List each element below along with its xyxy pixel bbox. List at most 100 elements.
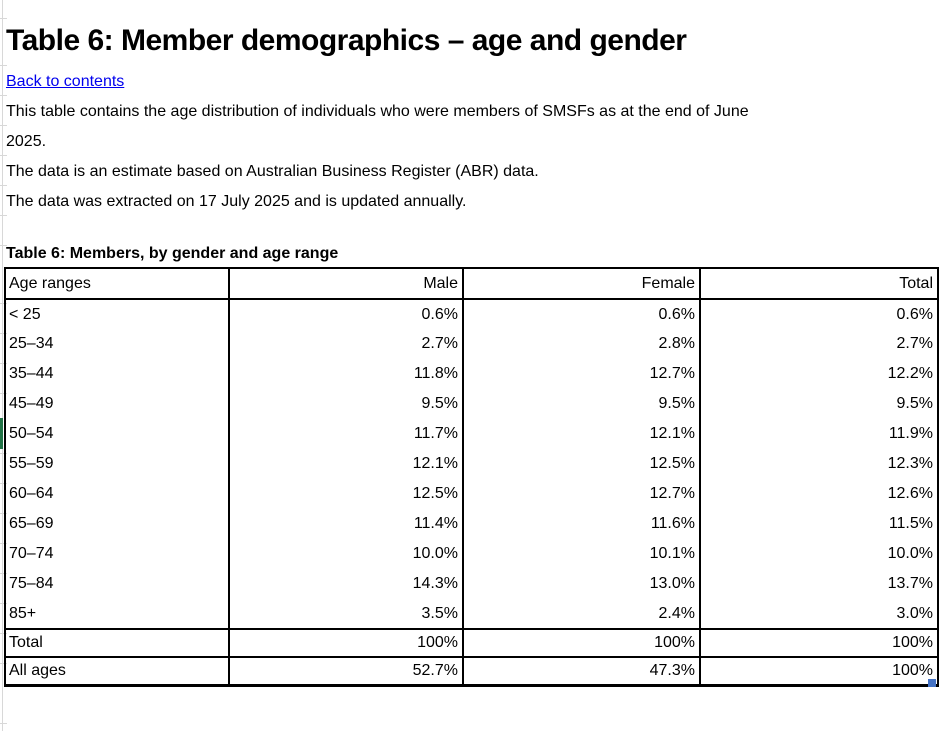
table-row: Total 100% 100% 100% bbox=[4, 628, 939, 657]
cell-value[interactable]: 12.7% bbox=[462, 359, 701, 389]
left-column-gridline bbox=[2, 0, 3, 731]
table-row: 60–64 12.5% 12.7% 12.6% bbox=[4, 479, 939, 509]
gridline-tick bbox=[0, 543, 7, 544]
page-title: Table 6: Member demographics – age and g… bbox=[6, 24, 687, 57]
header-cell-total[interactable]: Total bbox=[699, 267, 939, 300]
cell-value[interactable]: 11.9% bbox=[699, 419, 939, 449]
gridline-tick bbox=[0, 453, 7, 454]
table-row: 55–59 12.1% 12.5% 12.3% bbox=[4, 449, 939, 479]
table-header-row: Age ranges Male Female Total bbox=[4, 267, 939, 300]
cell-value[interactable]: 11.8% bbox=[228, 359, 464, 389]
cell-value[interactable]: 9.5% bbox=[699, 389, 939, 419]
cell-value[interactable]: 11.4% bbox=[228, 509, 464, 539]
cell-value[interactable]: 12.5% bbox=[462, 449, 701, 479]
gridline-tick bbox=[0, 483, 7, 484]
cell-age-range[interactable]: 85+ bbox=[4, 599, 230, 629]
intro-line: This table contains the age distribution… bbox=[6, 103, 749, 120]
table-body: < 25 0.6% 0.6% 0.6% 25–34 2.7% 2.8% 2.7% 35–44 11… bbox=[4, 299, 939, 687]
cell-value[interactable]: 11.6% bbox=[462, 509, 701, 539]
cell-value[interactable]: 13.0% bbox=[462, 569, 701, 599]
cell-value[interactable]: 11.7% bbox=[228, 419, 464, 449]
cell-age-range[interactable]: 50–54 bbox=[4, 419, 230, 449]
cell-value[interactable]: 14.3% bbox=[228, 569, 464, 599]
cell-value[interactable]: 100% bbox=[699, 656, 939, 687]
cell-value[interactable]: 11.5% bbox=[699, 509, 939, 539]
cell-age-range[interactable]: 25–34 bbox=[4, 329, 230, 359]
intro-line: 2025. bbox=[6, 133, 47, 150]
table-row: 45–49 9.5% 9.5% 9.5% bbox=[4, 389, 939, 419]
cell-value[interactable]: 100% bbox=[228, 628, 464, 657]
cell-value[interactable]: 0.6% bbox=[462, 299, 701, 329]
gridline-tick bbox=[0, 65, 7, 66]
gridline-tick bbox=[0, 513, 7, 514]
gridline-tick bbox=[0, 603, 7, 604]
gridline-tick bbox=[0, 573, 7, 574]
header-cell-male[interactable]: Male bbox=[228, 267, 464, 300]
header-cell-female[interactable]: Female bbox=[462, 267, 701, 300]
cell-value[interactable]: 12.7% bbox=[462, 479, 701, 509]
cell-value[interactable]: 2.8% bbox=[462, 329, 701, 359]
cell-value[interactable]: 2.7% bbox=[228, 329, 464, 359]
gridline-tick bbox=[0, 215, 7, 216]
cell-age-range[interactable]: 75–84 bbox=[4, 569, 230, 599]
table-row: 25–34 2.7% 2.8% 2.7% bbox=[4, 329, 939, 359]
cell-value[interactable]: 12.3% bbox=[699, 449, 939, 479]
table-row: 70–74 10.0% 10.1% 10.0% bbox=[4, 539, 939, 569]
cell-value[interactable]: 10.1% bbox=[462, 539, 701, 569]
cell-age-range[interactable]: 60–64 bbox=[4, 479, 230, 509]
demographics-table: Age ranges Male Female Total < 25 0.6% 0.6… bbox=[4, 267, 939, 687]
gridline-tick bbox=[0, 663, 7, 664]
cell-age-range[interactable]: < 25 bbox=[4, 299, 230, 329]
cell-age-range[interactable]: 70–74 bbox=[4, 539, 230, 569]
row-selection-indicator bbox=[0, 418, 3, 449]
fill-handle[interactable] bbox=[928, 679, 936, 687]
gridline-tick bbox=[0, 245, 7, 246]
table-row: 65–69 11.4% 11.6% 11.5% bbox=[4, 509, 939, 539]
cell-value[interactable]: 3.0% bbox=[699, 599, 939, 629]
cell-value[interactable]: 13.7% bbox=[699, 569, 939, 599]
cell-value[interactable]: 0.6% bbox=[228, 299, 464, 329]
cell-value[interactable]: 12.2% bbox=[699, 359, 939, 389]
cell-value[interactable]: 100% bbox=[699, 628, 939, 657]
gridline-tick bbox=[0, 155, 7, 156]
cell-value[interactable]: 0.6% bbox=[699, 299, 939, 329]
header-cell-age-ranges[interactable]: Age ranges bbox=[4, 267, 230, 300]
gridline-tick bbox=[0, 18, 7, 19]
cell-value[interactable]: 9.5% bbox=[462, 389, 701, 419]
table-row: All ages 52.7% 47.3% 100% bbox=[4, 656, 939, 687]
cell-age-range[interactable]: 35–44 bbox=[4, 359, 230, 389]
cell-age-range[interactable]: 45–49 bbox=[4, 389, 230, 419]
gridline-tick bbox=[0, 303, 7, 304]
cell-value[interactable]: 2.7% bbox=[699, 329, 939, 359]
cell-value[interactable]: 3.5% bbox=[228, 599, 464, 629]
gridline-tick bbox=[0, 363, 7, 364]
cell-age-range[interactable]: 65–69 bbox=[4, 509, 230, 539]
cell-value[interactable]: 47.3% bbox=[462, 656, 701, 687]
gridline-tick bbox=[0, 185, 7, 186]
cell-age-range[interactable]: Total bbox=[4, 628, 230, 657]
cell-value[interactable]: 100% bbox=[462, 628, 701, 657]
gridline-tick bbox=[0, 723, 7, 724]
cell-value[interactable]: 12.5% bbox=[228, 479, 464, 509]
gridline-tick bbox=[0, 95, 7, 96]
table-caption: Table 6: Members, by gender and age rang… bbox=[6, 245, 339, 262]
intro-line: The data was extracted on 17 July 2025 a… bbox=[6, 193, 467, 210]
table-row: 35–44 11.8% 12.7% 12.2% bbox=[4, 359, 939, 389]
back-to-contents-link[interactable]: Back to contents bbox=[6, 73, 125, 90]
cell-value[interactable]: 12.1% bbox=[462, 419, 701, 449]
table-row: 75–84 14.3% 13.0% 13.7% bbox=[4, 569, 939, 599]
table-row: < 25 0.6% 0.6% 0.6% bbox=[4, 299, 939, 329]
cell-value[interactable]: 12.6% bbox=[699, 479, 939, 509]
intro-text: This table contains the age distribution… bbox=[6, 97, 749, 217]
gridline-tick bbox=[0, 633, 7, 634]
cell-value[interactable]: 9.5% bbox=[228, 389, 464, 419]
cell-value[interactable]: 52.7% bbox=[228, 656, 464, 687]
cell-value[interactable]: 10.0% bbox=[228, 539, 464, 569]
cell-value[interactable]: 12.1% bbox=[228, 449, 464, 479]
gridline-tick bbox=[0, 125, 7, 126]
cell-value[interactable]: 2.4% bbox=[462, 599, 701, 629]
cell-age-range[interactable]: All ages bbox=[4, 656, 230, 687]
cell-age-range[interactable]: 55–59 bbox=[4, 449, 230, 479]
cell-value[interactable]: 10.0% bbox=[699, 539, 939, 569]
gridline-tick bbox=[0, 393, 7, 394]
